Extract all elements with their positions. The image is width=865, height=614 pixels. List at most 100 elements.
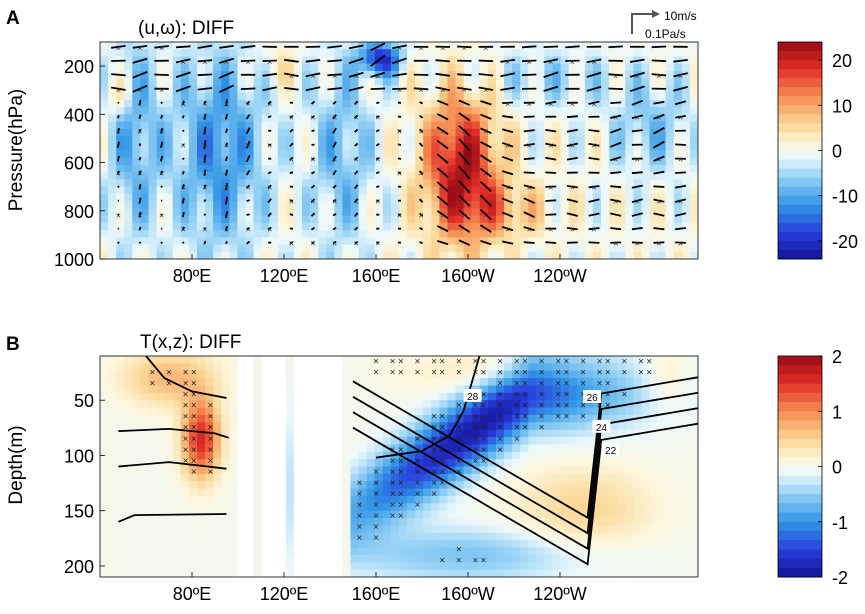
panel-b-cell	[536, 437, 546, 445]
panel-b-cell	[245, 422, 255, 431]
panel-a-cell	[342, 244, 352, 253]
panel-a-cell	[140, 157, 150, 166]
panel-b-cell	[116, 356, 125, 364]
panel-b-cell	[261, 437, 271, 445]
panel-a-cell	[512, 49, 521, 58]
panel-a-cell	[657, 230, 667, 238]
panel-b-cell	[116, 437, 125, 445]
panel-b-cell	[584, 459, 594, 468]
panel-b-cell	[245, 414, 255, 423]
panel-b-cell	[455, 488, 465, 497]
panel-b-cell	[487, 518, 497, 527]
panel-a-cell	[447, 121, 457, 130]
panel-b-cell	[245, 444, 255, 453]
panel-b-cell	[504, 400, 513, 409]
panel-a-cell	[390, 63, 400, 72]
panel-a-cell	[455, 128, 465, 137]
panel-a-cell	[293, 244, 303, 253]
panel-b-cell	[592, 547, 602, 556]
panel-b-cell	[205, 562, 214, 571]
panel-b-cell	[568, 363, 578, 372]
panel-b-cell	[116, 547, 125, 556]
panel-b-cell	[576, 503, 586, 512]
panel-a-cell	[399, 251, 408, 259]
panel-b-cell	[568, 422, 578, 431]
panel-a-cell	[326, 99, 335, 108]
panel-b-cell	[188, 466, 198, 475]
panel-a-cell	[657, 78, 667, 87]
panel-a-significance-mark: ×	[397, 169, 402, 179]
panel-b-cell	[100, 554, 109, 563]
panel-a-cell	[471, 128, 481, 137]
panel-b-cell	[625, 422, 634, 431]
panel-b-cell	[665, 414, 675, 423]
panel-b-cell	[302, 444, 311, 453]
panel-a-cell	[479, 150, 489, 159]
panel-a-cell	[100, 215, 109, 224]
panel-b-cell	[132, 370, 141, 379]
panel-b-cell	[560, 481, 570, 490]
panel-b-cell	[253, 569, 263, 577]
panel-b-cell	[439, 488, 449, 497]
panel-a-cell	[576, 70, 586, 79]
panel-b-cell	[592, 400, 602, 409]
panel-a-cell	[390, 143, 400, 152]
panel-b-cell	[326, 422, 335, 431]
panel-a-cell	[205, 114, 214, 123]
panel-a-vector	[327, 59, 342, 63]
panel-a-cell	[350, 136, 360, 144]
panel-b-cell	[439, 532, 449, 541]
panel-b-cell	[140, 422, 150, 431]
panel-a-cell	[390, 78, 400, 87]
panel-b-cell	[609, 378, 618, 387]
panel-b-cell	[188, 481, 198, 490]
panel-b-cell	[310, 451, 319, 460]
panel-a-cell	[261, 230, 271, 238]
panel-a-cell	[649, 42, 659, 50]
panel-a-cell	[423, 186, 432, 195]
panel-b-cell	[439, 385, 449, 394]
panel-a-cell	[496, 128, 505, 137]
panel-a-cell	[479, 99, 489, 108]
panel-b-cell	[342, 429, 352, 438]
panel-a-cell	[350, 201, 360, 209]
panel-b-cell	[504, 481, 513, 490]
panel-a-vector	[501, 155, 514, 162]
panel-a-cell	[431, 201, 440, 209]
panel-b-cell	[431, 422, 440, 431]
panel-a-cell	[487, 114, 497, 123]
panel-b-cell	[253, 363, 263, 372]
panel-a-cell	[213, 70, 222, 79]
panel-a-vector	[138, 183, 142, 190]
panel-b-cell	[132, 496, 141, 504]
panel-a-cell	[180, 237, 190, 246]
panel-a-cell	[407, 237, 416, 246]
panel-a-vector	[160, 241, 163, 244]
panel-b-cell	[560, 407, 570, 416]
panel-a-cell	[374, 107, 384, 115]
panel-b-cell	[504, 510, 513, 519]
panel-a-cell	[229, 208, 238, 217]
panel-b-cell	[592, 496, 602, 504]
panel-a-cell	[689, 251, 698, 259]
panel-b-cell	[229, 437, 238, 445]
panel-b-cell	[520, 363, 529, 372]
panel-a-cell	[148, 114, 158, 123]
panel-a-cell	[609, 186, 618, 195]
panel-a-cell	[148, 201, 158, 209]
panel-b-cell	[285, 554, 295, 563]
panel-a-cell	[544, 186, 554, 195]
panel-a-cell	[641, 193, 651, 202]
panel-b-cell	[407, 407, 416, 416]
panel-b-cell	[568, 444, 578, 453]
panel-a-xtick-label: 120ºE	[260, 266, 309, 286]
panel-a-cell	[164, 63, 174, 72]
panel-b-cell	[318, 481, 327, 490]
panel-a-cell	[366, 230, 376, 238]
panel-a-cell	[463, 92, 473, 101]
panel-a-cell	[625, 85, 634, 94]
panel-b-cell	[358, 378, 368, 387]
panel-b-cell	[584, 554, 594, 563]
panel-a-cell	[689, 128, 698, 137]
panel-a-cell	[665, 186, 675, 195]
